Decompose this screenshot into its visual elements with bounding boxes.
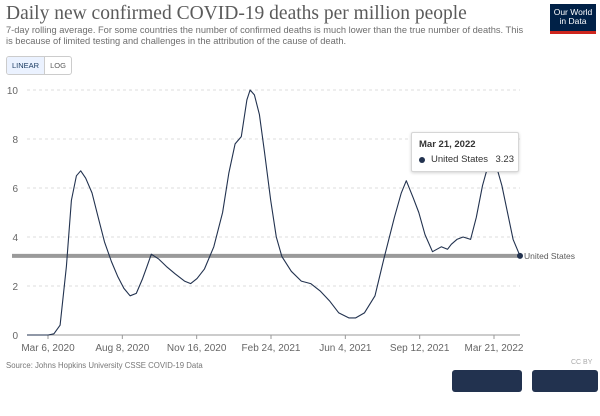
tooltip-series-dot-icon: [419, 156, 425, 163]
x-tick-label: Aug 8, 2020: [95, 343, 149, 354]
x-tick-label: Sep 12, 2021: [390, 343, 450, 354]
y-tick-label: 8: [12, 135, 18, 146]
hover-tooltip: Mar 21, 2022 United States 3.23: [411, 132, 519, 172]
footer-action-button-secondary[interactable]: [532, 370, 598, 392]
owid-logo[interactable]: Our World in Data: [550, 4, 596, 34]
x-tick-label: Mar 6, 2020: [21, 343, 75, 354]
x-tick-label: Mar 21, 2022: [465, 343, 524, 354]
tooltip-row: United States 3.23: [419, 154, 514, 165]
y-tick-label: 0: [12, 331, 18, 342]
x-tick-label: Feb 24, 2021: [242, 343, 301, 354]
license-note[interactable]: CC BY: [571, 359, 593, 366]
y-tick-label: 10: [7, 86, 19, 97]
tooltip-value: 3.23: [495, 154, 515, 165]
y-tick-label: 4: [12, 233, 18, 244]
scale-toggle: LINEAR LOG: [6, 56, 72, 75]
series-end-label[interactable]: United States: [524, 251, 575, 261]
tooltip-date: Mar 21, 2022: [419, 139, 476, 150]
tooltip-series-name: United States: [431, 154, 489, 165]
x-tick-label: Nov 16, 2020: [167, 343, 227, 354]
footer-action-button[interactable]: [452, 370, 522, 392]
gridlines: [27, 89, 520, 336]
chart-subtitle: 7-day rolling average. For some countrie…: [6, 25, 524, 46]
y-tick-label: 6: [12, 184, 18, 195]
y-tick-label: 2: [12, 282, 18, 293]
series-line-united-states[interactable]: [27, 89, 521, 336]
source-note[interactable]: Source: Johns Hopkins University CSSE CO…: [6, 361, 203, 370]
log-scale-button[interactable]: LOG: [50, 61, 66, 70]
chart-title: Daily new confirmed COVID-19 deaths per …: [6, 3, 467, 24]
linear-scale-button[interactable]: LINEAR: [7, 57, 46, 74]
series-end-point[interactable]: [517, 252, 523, 259]
logo-line-1: Our World: [553, 7, 593, 17]
axes: 0 2 4 6 8 10 Mar 6, 2020 Aug 8, 2020 Nov 16, 202…: [7, 86, 524, 354]
logo-line-2: in Data: [559, 16, 587, 26]
x-tick-label: Jun 4, 2021: [319, 343, 372, 354]
